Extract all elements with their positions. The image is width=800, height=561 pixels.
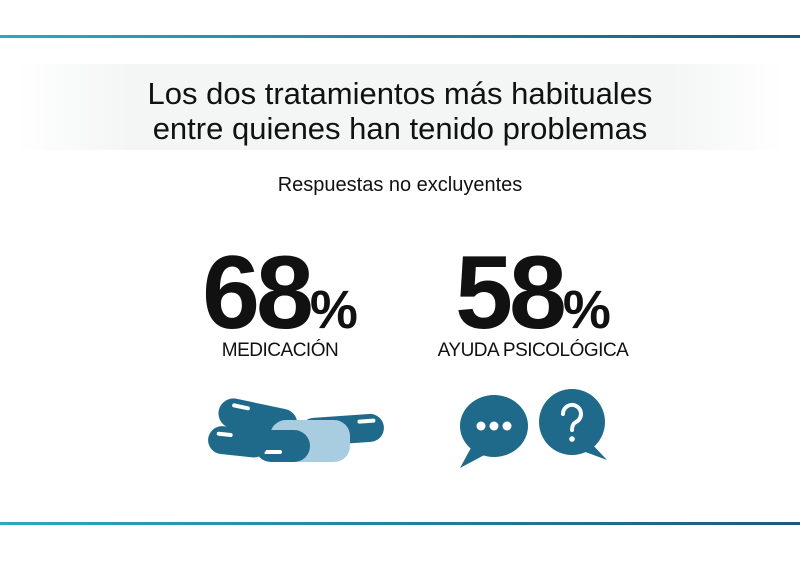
stat-value: 68 [202,235,314,351]
subtitle: Respuestas no excluyentes [277,174,523,196]
pills-icon [208,398,384,462]
title-line: Los dos tratamientos más habituales [147,76,653,111]
stat-unit: % [562,280,611,340]
bottom-rule [0,522,800,525]
stat-label: AYUDA PSICOLÓGICA [437,340,629,361]
stat-unit: % [309,280,358,340]
title-line: entre quienes han tenido problemas [152,111,648,146]
title-box [15,64,785,150]
top-rule [0,35,800,38]
stat: 68% MEDICACIÓN [150,238,410,362]
stat-label: MEDICACIÓN [221,340,339,361]
stat-value: 58 [455,235,567,351]
stat: 58% AYUDA PSICOLÓGICA [403,238,663,362]
speech-icon [460,389,607,468]
